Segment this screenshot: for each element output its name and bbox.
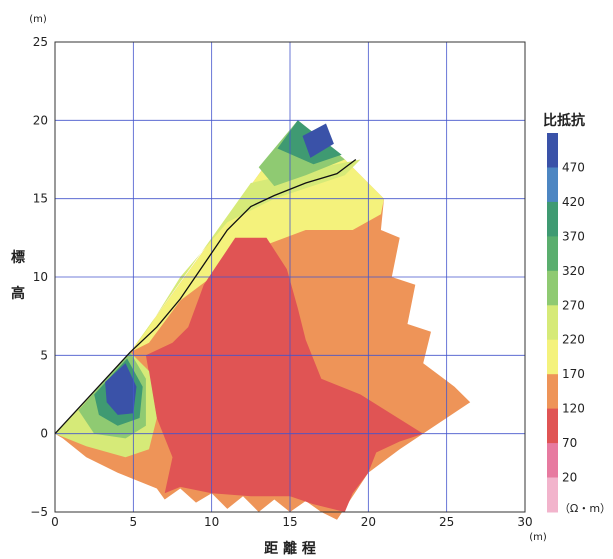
contour-regions [55,120,471,520]
x-tick-label: 15 [282,515,297,529]
colorbar-label: 320 [562,264,585,278]
x-tick-labels: 0 5 10 15 20 25 30 [51,515,532,529]
colorbar-label: 220 [562,333,585,347]
x-tick-label: 5 [130,515,138,529]
y-tick-label: 15 [33,192,48,206]
y-tick-label: 25 [33,35,48,49]
y-tick-label: −5 [30,505,48,519]
x-tick-label: 25 [439,515,454,529]
colorbar-swatch [547,374,558,410]
colorbar-label: 420 [562,195,585,209]
colorbar-swatch [547,305,558,341]
x-unit-label: (m) [529,532,547,543]
grid-lines [55,42,525,512]
boundary-line [54,158,357,435]
colorbar-label: 70 [562,436,577,450]
y-axis-label: 標高 [11,249,25,302]
colorbar-label: 170 [562,367,585,381]
colorbar-swatch [547,408,558,444]
y-tick-label: 10 [33,270,48,284]
y-axis-label-char: 高 [11,285,25,302]
colorbar-swatch [547,270,558,306]
y-unit-label: (m) [29,14,47,25]
plot-frame [54,41,526,513]
colorbar-label: 20 [562,471,577,485]
colorbar-label: 370 [562,229,585,243]
colorbar-swatch [547,477,558,513]
contour-region-470-10 [105,363,137,415]
y-tick-label: 5 [40,348,48,362]
contour-region-220-2 [130,159,361,353]
y-tick-labels: −5 0 5 10 15 20 25 [30,35,48,519]
colorbar-unit: （Ω・m） [559,502,611,515]
colorbar-labels: 470 420 370 320 270 220 170 120 70 20 [562,161,585,485]
colorbar-swatches [547,133,558,513]
colorbar-swatch [547,443,558,479]
colorbar: 比抵抗 470 420 370 320 270 220 170 120 70 20 （Ω・m） [543,112,611,515]
y-tick-label: 0 [40,427,48,441]
x-tick-label: 0 [51,515,59,529]
x-axis-label: 距 離 程 [264,540,316,557]
colorbar-label: 470 [562,161,585,175]
contour-region-70-6 [145,237,424,513]
colorbar-swatch [547,133,558,168]
colorbar-swatch [547,236,558,272]
colorbar-swatch [547,167,558,203]
y-axis-label-char: 標 [11,249,25,266]
colorbar-title: 比抵抗 [543,112,585,129]
x-tick-label: 20 [361,515,376,529]
colorbar-swatch [547,339,558,375]
contour-region-470-5 [302,123,334,158]
colorbar-label: 270 [562,298,585,312]
colorbar-label: 120 [562,402,585,416]
x-tick-label: 30 [517,515,532,529]
x-tick-label: 10 [204,515,219,529]
y-tick-label: 20 [33,113,48,127]
colorbar-swatch [547,201,558,237]
